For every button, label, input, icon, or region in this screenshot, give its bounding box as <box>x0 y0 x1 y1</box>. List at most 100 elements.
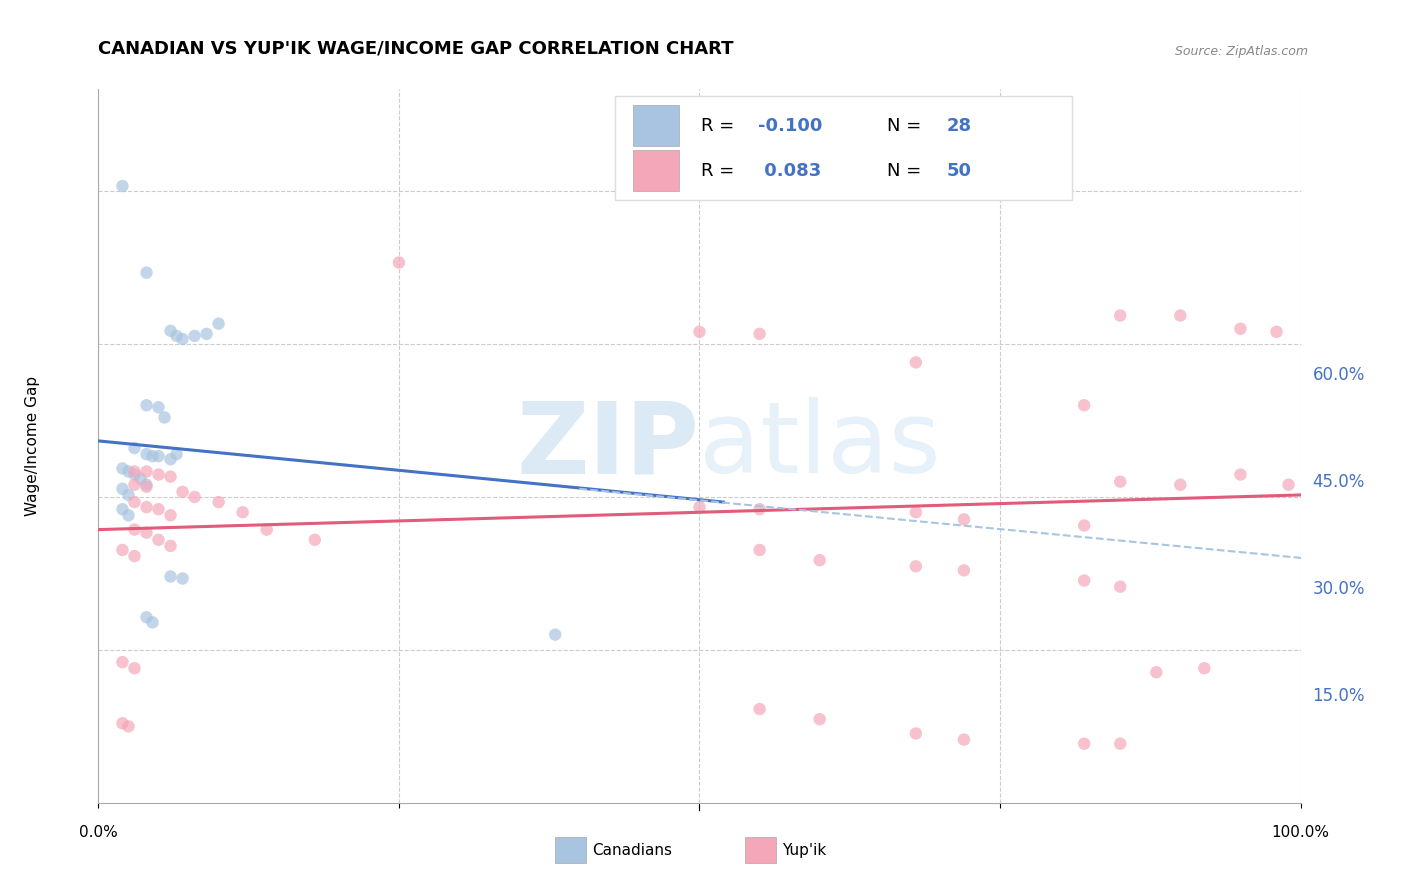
Point <box>148 449 170 463</box>
Text: 45.0%: 45.0% <box>1313 473 1365 491</box>
Point <box>1109 737 1132 751</box>
Text: Source: ZipAtlas.com: Source: ZipAtlas.com <box>1174 45 1308 58</box>
Point <box>124 495 146 509</box>
Point <box>148 533 170 547</box>
Point <box>748 326 770 341</box>
Point <box>124 549 146 563</box>
Point <box>1073 398 1095 412</box>
Point <box>808 553 831 567</box>
Point <box>111 461 134 475</box>
Point <box>159 452 181 467</box>
Text: N =: N = <box>887 117 927 135</box>
Point <box>159 508 181 523</box>
Text: 30.0%: 30.0% <box>1313 580 1365 598</box>
Text: R =: R = <box>700 161 740 179</box>
Point <box>124 661 146 675</box>
Point <box>135 610 157 624</box>
Point <box>159 539 181 553</box>
Point <box>148 467 170 482</box>
Point <box>111 716 134 731</box>
Point <box>159 324 181 338</box>
Text: 50: 50 <box>948 161 972 179</box>
Point <box>166 447 188 461</box>
Point <box>159 569 181 583</box>
Point <box>808 712 831 726</box>
Text: Wage/Income Gap: Wage/Income Gap <box>25 376 39 516</box>
Point <box>208 317 231 331</box>
Text: R =: R = <box>700 117 740 135</box>
Point <box>1229 467 1251 482</box>
Point <box>953 563 976 577</box>
Text: 100.0%: 100.0% <box>1271 825 1330 840</box>
Point <box>748 702 770 716</box>
Point <box>135 447 157 461</box>
FancyBboxPatch shape <box>633 105 679 146</box>
Point <box>111 502 134 516</box>
Text: Canadians: Canadians <box>592 843 672 857</box>
Point <box>1073 737 1095 751</box>
Point <box>141 615 163 630</box>
Point <box>172 484 194 499</box>
Point <box>1109 309 1132 323</box>
Point <box>153 410 176 425</box>
Point <box>141 449 163 463</box>
Point <box>111 655 134 669</box>
Point <box>1277 477 1299 491</box>
Point <box>117 488 139 502</box>
Point <box>1265 325 1288 339</box>
Text: 60.0%: 60.0% <box>1313 366 1365 384</box>
Text: Yup'ik: Yup'ik <box>782 843 825 857</box>
Point <box>183 329 205 343</box>
Point <box>256 523 278 537</box>
Point <box>1170 309 1192 323</box>
Point <box>1144 665 1167 680</box>
Point <box>195 326 218 341</box>
Text: N =: N = <box>887 161 927 179</box>
Point <box>1170 477 1192 491</box>
Point <box>388 255 411 269</box>
Point <box>117 719 139 733</box>
Point <box>688 500 710 515</box>
Point <box>232 505 254 519</box>
Point <box>904 726 927 740</box>
Point <box>172 572 194 586</box>
Point <box>953 512 976 526</box>
Point <box>135 398 157 412</box>
Point <box>129 472 152 486</box>
Point <box>124 465 146 479</box>
Point <box>148 401 170 415</box>
Point <box>172 332 194 346</box>
Text: atlas: atlas <box>699 398 941 494</box>
Point <box>111 179 134 194</box>
Point <box>135 480 157 494</box>
Point <box>166 329 188 343</box>
Point <box>117 508 139 523</box>
Point <box>953 732 976 747</box>
Point <box>148 502 170 516</box>
Point <box>748 502 770 516</box>
Text: -0.100: -0.100 <box>758 117 823 135</box>
Point <box>1109 580 1132 594</box>
Point <box>124 467 146 482</box>
Point <box>1194 661 1216 675</box>
Point <box>135 525 157 540</box>
Point <box>135 465 157 479</box>
Point <box>208 495 231 509</box>
Point <box>544 627 567 641</box>
Point <box>1229 322 1251 336</box>
Text: 15.0%: 15.0% <box>1313 687 1365 705</box>
Text: 0.083: 0.083 <box>758 161 821 179</box>
Point <box>124 477 146 491</box>
Point <box>117 465 139 479</box>
Text: 28: 28 <box>948 117 972 135</box>
Point <box>124 523 146 537</box>
Point <box>135 266 157 280</box>
Point <box>304 533 326 547</box>
Text: CANADIAN VS YUP'IK WAGE/INCOME GAP CORRELATION CHART: CANADIAN VS YUP'IK WAGE/INCOME GAP CORRE… <box>98 40 734 58</box>
FancyBboxPatch shape <box>633 150 679 191</box>
Text: 0.0%: 0.0% <box>79 825 118 840</box>
Point <box>135 477 157 491</box>
Point <box>159 469 181 483</box>
Point <box>111 543 134 558</box>
FancyBboxPatch shape <box>616 96 1073 200</box>
